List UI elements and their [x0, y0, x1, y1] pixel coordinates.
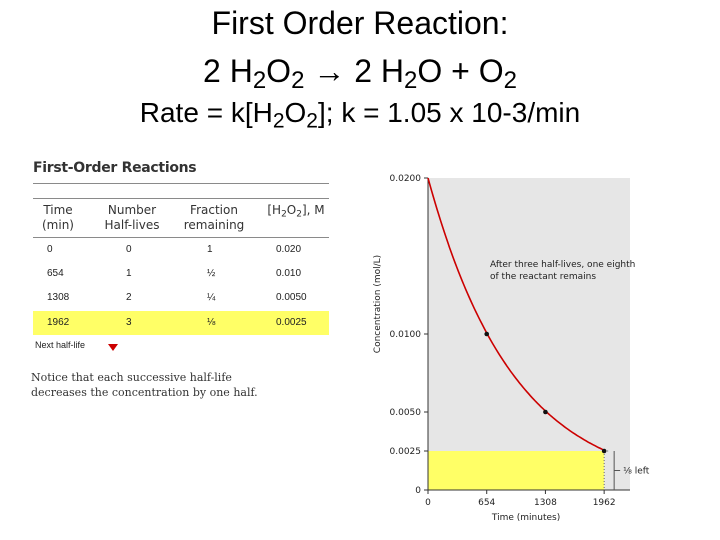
decay-curve: [427, 177, 605, 451]
header-fraction: Fraction remaining: [183, 203, 245, 232]
y-tick-label: 0.0025: [390, 447, 422, 457]
table-row: 1308 2 ¼ 0.0050: [47, 292, 307, 303]
rate-law: Rate = k[H2O2]; k = 1.05 x 10-3/min: [139, 97, 581, 133]
next-half-life-label: Next half-life: [35, 340, 86, 350]
slide-title: First Order Reaction:: [211, 5, 509, 41]
y-axis-label: Concentration (mol/L): [373, 255, 383, 353]
y-tick-label: 0.0200: [390, 174, 422, 184]
y-tick-label: 0.0050: [390, 408, 422, 418]
down-arrow-icon: [108, 344, 118, 351]
x-tick-label: 654: [478, 498, 495, 508]
y-tick-label: 0.0100: [390, 330, 422, 340]
x-tick-label: 1962: [593, 498, 616, 508]
data-point: [601, 448, 607, 454]
table-title: First-Order Reactions: [33, 160, 197, 176]
table-header-rule: [33, 198, 329, 199]
x-tick-label: 1308: [534, 498, 557, 508]
header-concentration: [H2O2], M: [267, 203, 325, 220]
plot-background: [428, 178, 630, 490]
reaction-equation: 2 H2O2 → 2 H2O + O2: [203, 53, 517, 94]
table-top-rule: [33, 183, 329, 184]
notice-text: Notice that each successive half-life de…: [31, 371, 258, 399]
annotation-line2: of the reactant remains: [490, 272, 596, 282]
data-point: [484, 331, 490, 337]
remaining-highlight: [428, 451, 605, 490]
data-point: [543, 409, 548, 415]
x-tick-label: 0: [425, 498, 431, 508]
x-axis-label: Time (minutes): [491, 513, 560, 523]
eighth-left-label: ⅛ left: [623, 467, 650, 477]
table-row: 0 0 1 0.020: [47, 244, 302, 255]
concentration-chart: 0 0.0025 0.0050 0.0100 0.0200 0 654 1308 1962 Tim…: [373, 174, 650, 523]
table-row-highlighted: 1962 3 ⅛ 0.0025: [33, 311, 329, 335]
header-half-lives: Number Half-lives: [104, 203, 160, 232]
table-row: 654 1 ½ 0.010: [47, 268, 302, 279]
arrow-icon: →: [313, 53, 346, 89]
header-time: Time (min): [42, 203, 74, 232]
y-tick-label: 0: [415, 486, 421, 496]
table-body-rule: [33, 237, 329, 238]
annotation-line1: After three half-lives, one eighth: [490, 260, 635, 270]
